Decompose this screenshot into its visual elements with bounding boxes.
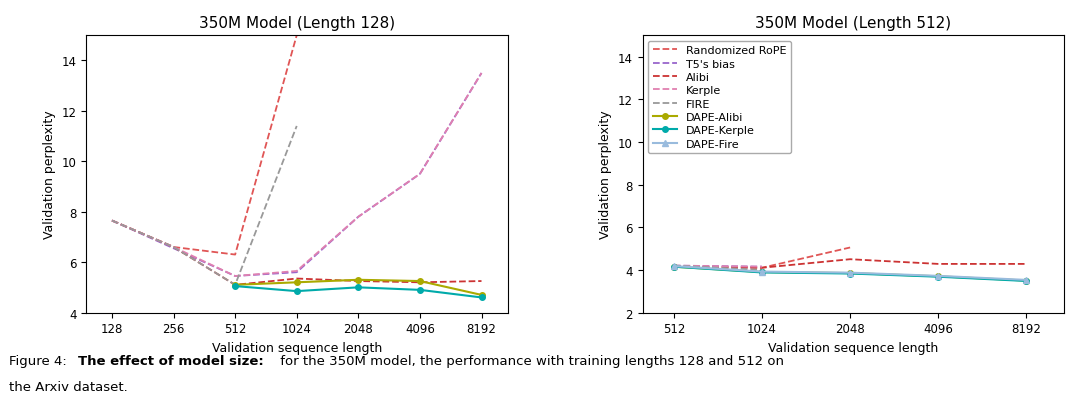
Kerple	[291, 269, 303, 274]
Title: 350M Model (Length 512): 350M Model (Length 512)	[755, 16, 951, 31]
DAPE-Kerple	[291, 289, 303, 294]
T5's bias	[229, 274, 242, 279]
DAPE-Alibi	[229, 283, 242, 288]
T5's bias	[291, 270, 303, 275]
Alibi	[475, 279, 488, 284]
Randomized RoPE	[291, 34, 303, 38]
X-axis label: Validation sequence length: Validation sequence length	[768, 341, 939, 354]
T5's bias	[352, 215, 365, 220]
Text: Figure 4:: Figure 4:	[9, 354, 70, 367]
Alibi	[106, 219, 119, 223]
Line: Randomized RoPE: Randomized RoPE	[112, 36, 297, 255]
Line: DAPE-Kerple: DAPE-Kerple	[232, 284, 484, 300]
Title: 350M Model (Length 128): 350M Model (Length 128)	[199, 16, 395, 31]
Line: DAPE-Alibi: DAPE-Alibi	[232, 277, 484, 298]
Kerple	[229, 274, 242, 279]
DAPE-Alibi	[414, 279, 427, 284]
Text: the Arxiv dataset.: the Arxiv dataset.	[9, 380, 127, 393]
Alibi	[291, 276, 303, 281]
DAPE-Kerple	[414, 288, 427, 293]
T5's bias	[106, 219, 119, 223]
DAPE-Alibi	[352, 277, 365, 282]
Y-axis label: Validation perplexity: Validation perplexity	[43, 110, 56, 239]
Text: The effect of model size:: The effect of model size:	[78, 354, 264, 367]
T5's bias	[475, 71, 488, 76]
Kerple	[167, 245, 180, 250]
Randomized RoPE	[106, 219, 119, 223]
DAPE-Alibi	[475, 293, 488, 298]
DAPE-Kerple	[475, 295, 488, 300]
DAPE-Kerple	[229, 284, 242, 289]
DAPE-Alibi	[291, 280, 303, 285]
T5's bias	[167, 246, 180, 251]
Text: for the 350M model, the performance with training lengths 128 and 512 on: for the 350M model, the performance with…	[276, 354, 784, 367]
Line: T5's bias: T5's bias	[112, 74, 482, 276]
Kerple	[352, 215, 365, 220]
Kerple	[106, 219, 119, 223]
X-axis label: Validation sequence length: Validation sequence length	[212, 341, 382, 354]
FIRE	[167, 245, 180, 250]
FIRE	[229, 283, 242, 288]
FIRE	[291, 124, 303, 129]
Randomized RoPE	[229, 253, 242, 257]
Line: Alibi: Alibi	[112, 221, 482, 285]
Alibi	[229, 283, 242, 288]
T5's bias	[414, 172, 427, 177]
DAPE-Kerple	[352, 285, 365, 290]
Y-axis label: Validation perplexity: Validation perplexity	[599, 110, 612, 239]
Alibi	[414, 280, 427, 285]
Alibi	[352, 279, 365, 284]
Alibi	[167, 245, 180, 250]
Randomized RoPE	[167, 245, 180, 250]
FIRE	[106, 219, 119, 223]
Line: FIRE: FIRE	[112, 127, 297, 285]
Kerple	[475, 71, 488, 76]
Legend: Randomized RoPE, T5's bias, Alibi, Kerple, FIRE, DAPE-Alibi, DAPE-Kerple, DAPE-F: Randomized RoPE, T5's bias, Alibi, Kerpl…	[648, 42, 791, 154]
Line: Kerple: Kerple	[112, 74, 482, 276]
Kerple	[414, 172, 427, 177]
